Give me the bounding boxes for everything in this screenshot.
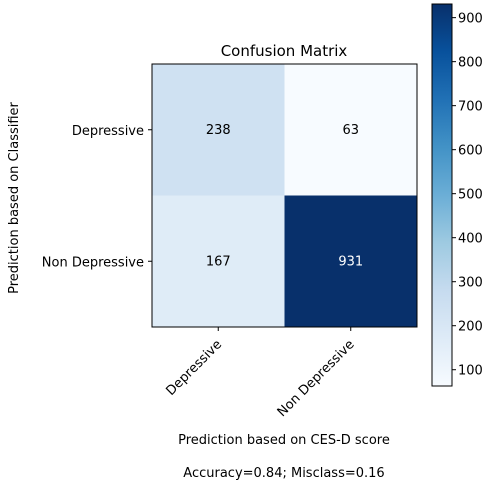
x-axis-ticks: Depressive Non Depressive — [163, 327, 358, 420]
matrix-cell — [284, 64, 417, 196]
x-tick-label: Depressive — [163, 337, 225, 399]
colorbar-tick-label: 300 — [458, 276, 483, 291]
matrix-cell — [152, 64, 285, 196]
y-tick-label: Depressive — [72, 124, 144, 139]
colorbar-tick-label: 700 — [458, 100, 483, 115]
y-axis-label: Prediction based on Classifier — [7, 101, 22, 293]
x-axis-label: Prediction based on CES-D score — [178, 433, 390, 448]
matrix-cell — [284, 195, 417, 327]
colorbar-tick-label: 400 — [458, 232, 483, 247]
chart-title: Confusion Matrix — [221, 42, 348, 60]
matrix-frame — [151, 63, 418, 328]
cell-value-label: 931 — [338, 254, 363, 269]
cell-value-label: 167 — [206, 254, 231, 269]
colorbar-tick-label: 900 — [458, 12, 483, 27]
matrix-cell — [152, 195, 285, 327]
metrics-footer: Accuracy=0.84; Misclass=0.16 — [183, 466, 384, 481]
matrix-cells: 238 63 167 931 — [152, 64, 417, 327]
cell-value-label: 238 — [206, 123, 231, 138]
colorbar-tick-label: 100 — [458, 364, 483, 379]
colorbar-tick-label: 200 — [458, 320, 483, 335]
y-axis-ticks: Depressive Non Depressive — [42, 124, 152, 270]
colorbar-tick-label: 500 — [458, 188, 483, 203]
colorbar — [431, 3, 453, 387]
colorbar-tick-label: 600 — [458, 144, 483, 159]
colorbar-ticks: 100 200 300 400 500 600 700 800 900 — [452, 12, 483, 379]
cell-value-label: 63 — [342, 123, 359, 138]
y-tick-label: Non Depressive — [42, 255, 144, 270]
x-tick-label: Non Depressive — [275, 337, 358, 420]
colorbar-tick-label: 800 — [458, 56, 483, 71]
